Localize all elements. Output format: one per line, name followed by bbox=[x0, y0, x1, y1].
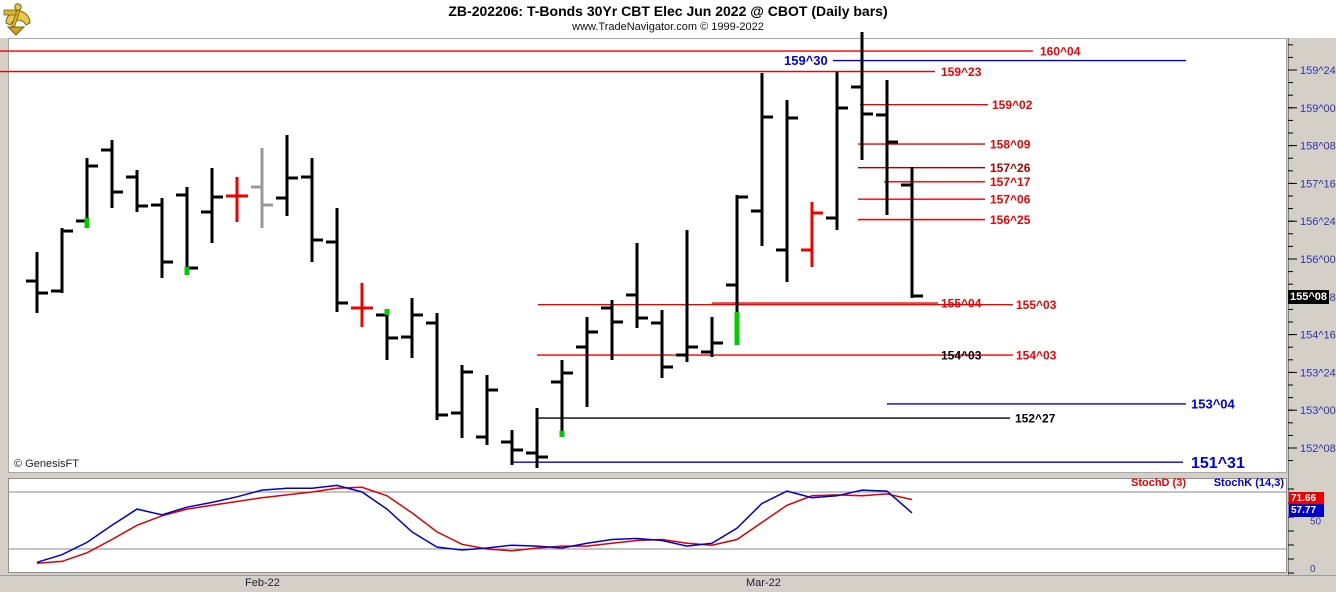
price-level-label: 151^31 bbox=[1191, 455, 1245, 472]
signal-green-segment bbox=[184, 266, 190, 275]
price-axis-label: 156^00 bbox=[1300, 254, 1336, 266]
date-axis-label-mar: Mar-22 bbox=[746, 577, 781, 589]
stochk-value-badge: 57.77 bbox=[1289, 504, 1324, 517]
signal-green-segment bbox=[84, 218, 90, 229]
stochd-curve bbox=[36, 486, 913, 565]
stochd-value-badge: 71.66 bbox=[1289, 492, 1324, 505]
stochastic-panel-plot-area[interactable] bbox=[8, 478, 1287, 573]
price-level-label: 157^06 bbox=[990, 192, 1031, 206]
price-level-label: 160^04 bbox=[1040, 44, 1081, 58]
price-axis-label: 156^24 bbox=[1300, 216, 1336, 228]
stochk-curve bbox=[36, 484, 913, 564]
price-axis-label: 154^16 bbox=[1300, 330, 1336, 342]
price-level-label: 156^25 bbox=[990, 213, 1031, 227]
chart-subtitle: www.TradeNavigator.com © 1999-2022 bbox=[572, 21, 764, 33]
date-axis-label-feb: Feb-22 bbox=[245, 577, 280, 589]
genesisft-sextant-logo-icon bbox=[2, 1, 46, 37]
price-level-label: 159^02 bbox=[992, 98, 1033, 112]
stoch-axis-label: 50 bbox=[1310, 517, 1322, 528]
price-axis-label: 158^08 bbox=[1300, 141, 1336, 153]
price-axis-label: 152^08 bbox=[1300, 443, 1336, 455]
signal-green-segment bbox=[559, 431, 565, 438]
price-axis-label: 153^24 bbox=[1300, 367, 1336, 379]
price-level-label: 157^17 bbox=[990, 175, 1031, 189]
price-level-label: 152^27 bbox=[1015, 411, 1056, 425]
price-level-label: 159^23 bbox=[941, 65, 982, 79]
price-level-label: 158^09 bbox=[990, 137, 1031, 151]
signal-green-segment bbox=[384, 308, 390, 315]
price-level-label: 155^04 bbox=[941, 296, 982, 310]
price-level-label: 155^03 bbox=[1016, 298, 1057, 312]
price-level-label: 159^30 bbox=[784, 53, 828, 68]
signal-green-segment bbox=[734, 312, 740, 345]
price-axis-strip[interactable] bbox=[1288, 38, 1336, 575]
title-band bbox=[0, 0, 1336, 38]
price-level-label: 154^03 bbox=[941, 348, 982, 362]
price-chart-plot-area[interactable] bbox=[8, 38, 1287, 473]
stochd-legend-label: StochD (3) bbox=[1131, 477, 1186, 489]
price-axis-label: 157^16 bbox=[1300, 178, 1336, 190]
genesisft-watermark: © GenesisFT bbox=[14, 458, 79, 470]
chart-title: ZB-202206: T-Bonds 30Yr CBT Elec Jun 202… bbox=[448, 3, 888, 19]
price-axis-label: 159^24 bbox=[1300, 65, 1336, 77]
last-price-badge: 155^08 bbox=[1288, 289, 1329, 304]
price-level-label: 157^26 bbox=[990, 161, 1031, 175]
price-level-label: 153^04 bbox=[1191, 397, 1236, 412]
price-level-label: 154^03 bbox=[1016, 348, 1057, 362]
date-axis-strip[interactable] bbox=[0, 575, 1336, 592]
stochk-legend-label: StochK (14,3) bbox=[1213, 477, 1284, 489]
price-axis-label: 159^00 bbox=[1300, 103, 1336, 115]
price-axis-label: 153^00 bbox=[1300, 405, 1336, 417]
stoch-axis-label: 0 bbox=[1310, 564, 1316, 575]
